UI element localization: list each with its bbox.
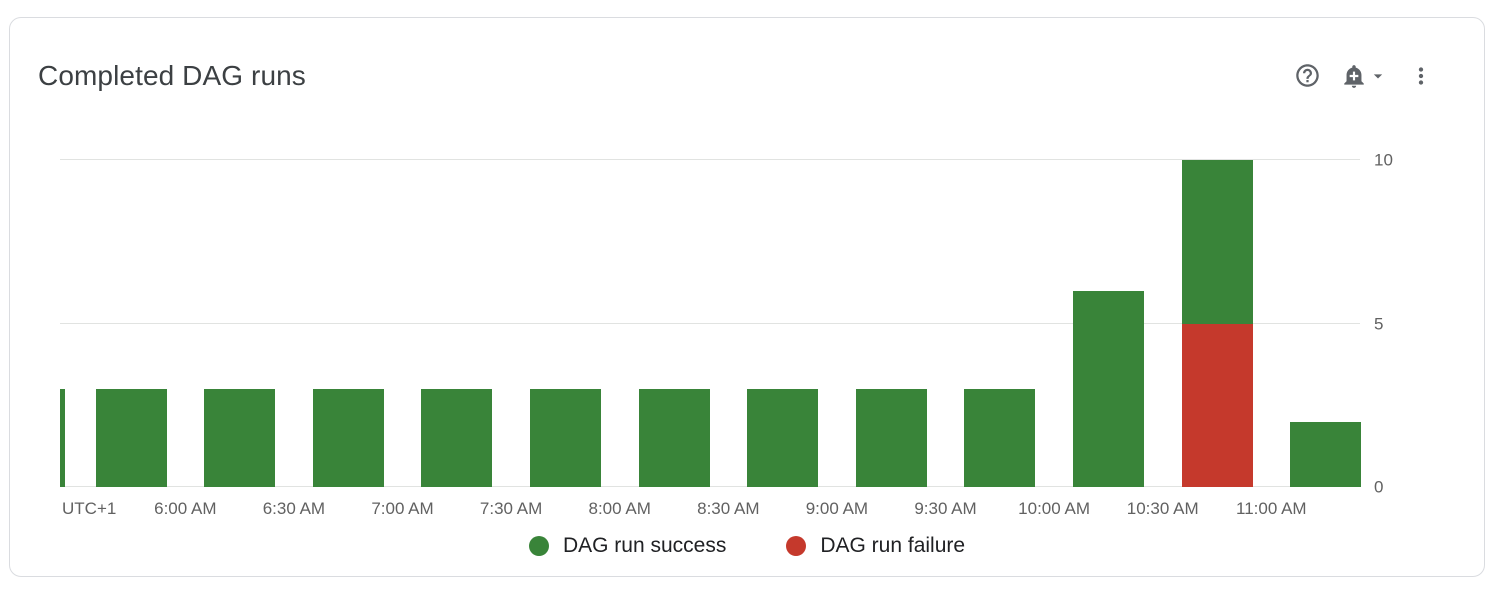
y-tick-label: 10 [1374,150,1393,170]
y-tick-label: 5 [1374,314,1384,333]
chart-card: Completed DAG runs 0 5 10 UTC+1 6:00 AM 6:30… [9,17,1485,577]
y-tick-label: 0 [1374,477,1384,497]
page-title: Completed DAG runs [38,60,306,91]
x-tick-label: 6:00 AM [154,499,217,518]
x-tick-label: 10:30 AM [1126,499,1199,518]
legend-item-success[interactable]: DAG run success [528,534,727,558]
bar-segment[interactable] [60,388,65,487]
bar-segment[interactable] [1181,160,1253,324]
x-tick-label: 7:00 AM [371,499,434,518]
bar-segment[interactable] [855,388,927,487]
more-options-button[interactable] [1408,63,1434,89]
bar-segment[interactable] [1290,421,1362,487]
help-button[interactable] [1294,62,1321,89]
x-tick-label: 8:30 AM [697,499,760,518]
plot-area [60,159,1362,487]
chart-legend: DAG run success DAG run failure [10,534,1484,558]
gridline-10 [60,159,1360,160]
bar-segment[interactable] [1181,323,1253,487]
help-icon [1294,62,1321,89]
legend-label: DAG run success [562,534,727,557]
create-alert-dropdown-button[interactable] [1341,63,1388,89]
bar-segment[interactable] [529,388,601,487]
legend-item-failure[interactable]: DAG run failure [786,534,965,558]
bar-segment[interactable] [421,388,493,487]
bar-segment[interactable] [312,388,384,487]
x-tick-label: 9:30 AM [914,499,977,518]
x-axis: UTC+1 6:00 AM 6:30 AM 7:00 AM 7:30 AM 8:00 AM… [60,499,1360,523]
x-tick-label: 6:30 AM [262,499,326,518]
x-tick-label: 10:00 AM [1018,499,1091,518]
bar-segment[interactable] [638,388,710,487]
kebab-menu-icon [1408,63,1434,89]
x-tick-label: 7:30 AM [479,499,543,518]
legend-color-dot [786,536,807,556]
x-tick-label: 11:00 AM [1236,499,1307,518]
add-alert-icon [1341,63,1367,89]
bar-segment[interactable] [95,388,167,487]
x-tick-label: 9:00 AM [805,499,869,518]
bar-segment[interactable] [747,388,819,487]
caret-down-icon [1368,66,1388,86]
y-axis: 0 5 10 [1374,152,1424,496]
bar-segment[interactable] [964,388,1036,487]
x-tick-label: 8:00 AM [588,499,651,518]
bar-segment[interactable] [1072,290,1144,487]
bar-segment[interactable] [204,388,276,487]
gridline-5 [60,322,1360,324]
card-toolbar [1294,62,1434,89]
timezone-label: UTC+1 [62,499,117,518]
gridline-0 [60,486,1360,487]
legend-label: DAG run failure [820,534,966,557]
legend-color-dot [528,536,549,556]
